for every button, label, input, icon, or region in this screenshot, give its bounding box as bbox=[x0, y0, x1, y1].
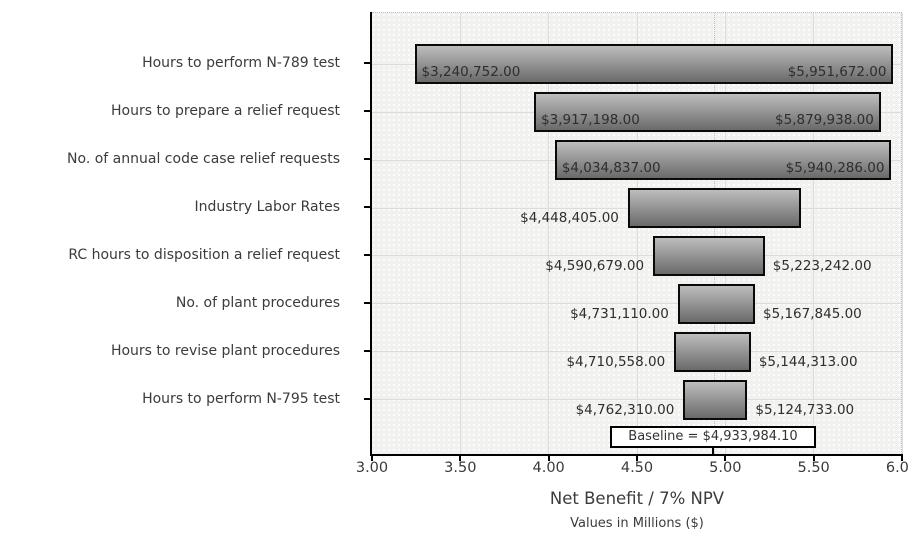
x-axis-subtitle: Values in Millions ($) bbox=[570, 516, 704, 531]
tornado-bar: $4,034,837.00 $5,940,286.00 bbox=[554, 140, 892, 181]
category-label: Hours to revise plant procedures bbox=[110, 342, 340, 359]
v-gridline bbox=[901, 13, 903, 454]
tornado-bar: $3,917,198.00 $5,879,938.00 bbox=[534, 92, 881, 133]
bar-low-label: $4,590,679.00 bbox=[545, 257, 645, 274]
category-label: RC hours to disposition a relief request bbox=[68, 246, 340, 263]
baseline-box: Baseline = $4,933,984.10 bbox=[610, 426, 816, 448]
x-tick-label: 5.00 bbox=[709, 460, 742, 476]
y-tick bbox=[364, 253, 371, 256]
category-label: Hours to perform N-795 test bbox=[142, 390, 340, 407]
v-gridline bbox=[548, 13, 550, 454]
x-tick-label: 3.50 bbox=[444, 460, 477, 476]
baseline-guide-line bbox=[713, 13, 715, 454]
bar-high-label: $5,940,286.00 bbox=[785, 160, 885, 177]
x-tick-label: 4.50 bbox=[620, 460, 654, 476]
bar-high-label: $5,144,313.00 bbox=[758, 353, 858, 370]
x-tick bbox=[901, 454, 903, 461]
bar-high-label: $5,167,845.00 bbox=[762, 305, 862, 322]
v-gridline bbox=[813, 13, 815, 454]
category-label: No. of plant procedures bbox=[175, 294, 340, 311]
tornado-bar bbox=[677, 283, 755, 324]
bar-low-label: $4,034,837.00 bbox=[561, 160, 661, 177]
category-label: Industry Labor Rates bbox=[194, 199, 340, 215]
baseline-label: Baseline = $4,933,984.10 bbox=[628, 429, 798, 444]
y-tick bbox=[364, 206, 371, 208]
y-tick bbox=[364, 158, 371, 161]
category-label: Hours to prepare a relief request bbox=[111, 103, 340, 120]
tornado-bar bbox=[653, 235, 765, 276]
v-gridline bbox=[724, 13, 726, 454]
x-tick-label: 4.00 bbox=[532, 460, 565, 476]
y-tick bbox=[364, 110, 371, 113]
bar-high-label: $5,124,733.00 bbox=[755, 401, 855, 418]
x-tick bbox=[547, 454, 550, 461]
v-gridline bbox=[459, 13, 461, 454]
x-tick bbox=[724, 454, 727, 461]
bar-low-label: $3,240,752.00 bbox=[421, 64, 521, 81]
plot-area: $3,240,752.00 $5,951,672.00 $3,917,198.00 $… bbox=[372, 12, 903, 454]
x-tick bbox=[371, 454, 373, 461]
x-tick bbox=[459, 454, 462, 461]
tornado-bar bbox=[627, 188, 802, 228]
y-tick bbox=[364, 397, 371, 400]
y-tick bbox=[364, 301, 371, 304]
bar-low-label: $4,710,558.00 bbox=[566, 353, 666, 370]
y-tick bbox=[364, 349, 371, 352]
tornado-bar: $3,240,752.00 $5,951,672.00 bbox=[414, 44, 894, 85]
x-tick bbox=[812, 454, 815, 461]
bar-high-label: $5,951,672.00 bbox=[787, 64, 887, 81]
tornado-bar bbox=[683, 379, 748, 420]
bar-low-label: $4,448,405.00 bbox=[520, 210, 619, 226]
bar-high-label: $5,223,242.00 bbox=[772, 257, 872, 274]
v-gridline bbox=[636, 13, 638, 454]
x-tick-label: 3.00 bbox=[355, 460, 389, 476]
x-tick bbox=[636, 454, 638, 461]
y-tick bbox=[364, 62, 371, 65]
bar-low-label: $3,917,198.00 bbox=[541, 112, 640, 129]
category-label: Hours to perform N-789 test bbox=[142, 55, 340, 72]
x-tick-label: 6.00 bbox=[885, 460, 908, 476]
x-axis-title: Net Benefit / 7% NPV bbox=[549, 489, 725, 508]
bar-high-label: $5,879,938.00 bbox=[775, 112, 874, 129]
category-label: No. of annual code case relief requests bbox=[67, 151, 340, 168]
x-tick-label: 5.50 bbox=[797, 460, 830, 476]
tornado-bar bbox=[674, 331, 751, 372]
bar-low-label: $4,762,310.00 bbox=[575, 401, 675, 418]
y-axis-line bbox=[370, 12, 372, 456]
baseline-pointer-line bbox=[712, 446, 714, 455]
bar-low-label: $4,731,110.00 bbox=[570, 305, 669, 322]
